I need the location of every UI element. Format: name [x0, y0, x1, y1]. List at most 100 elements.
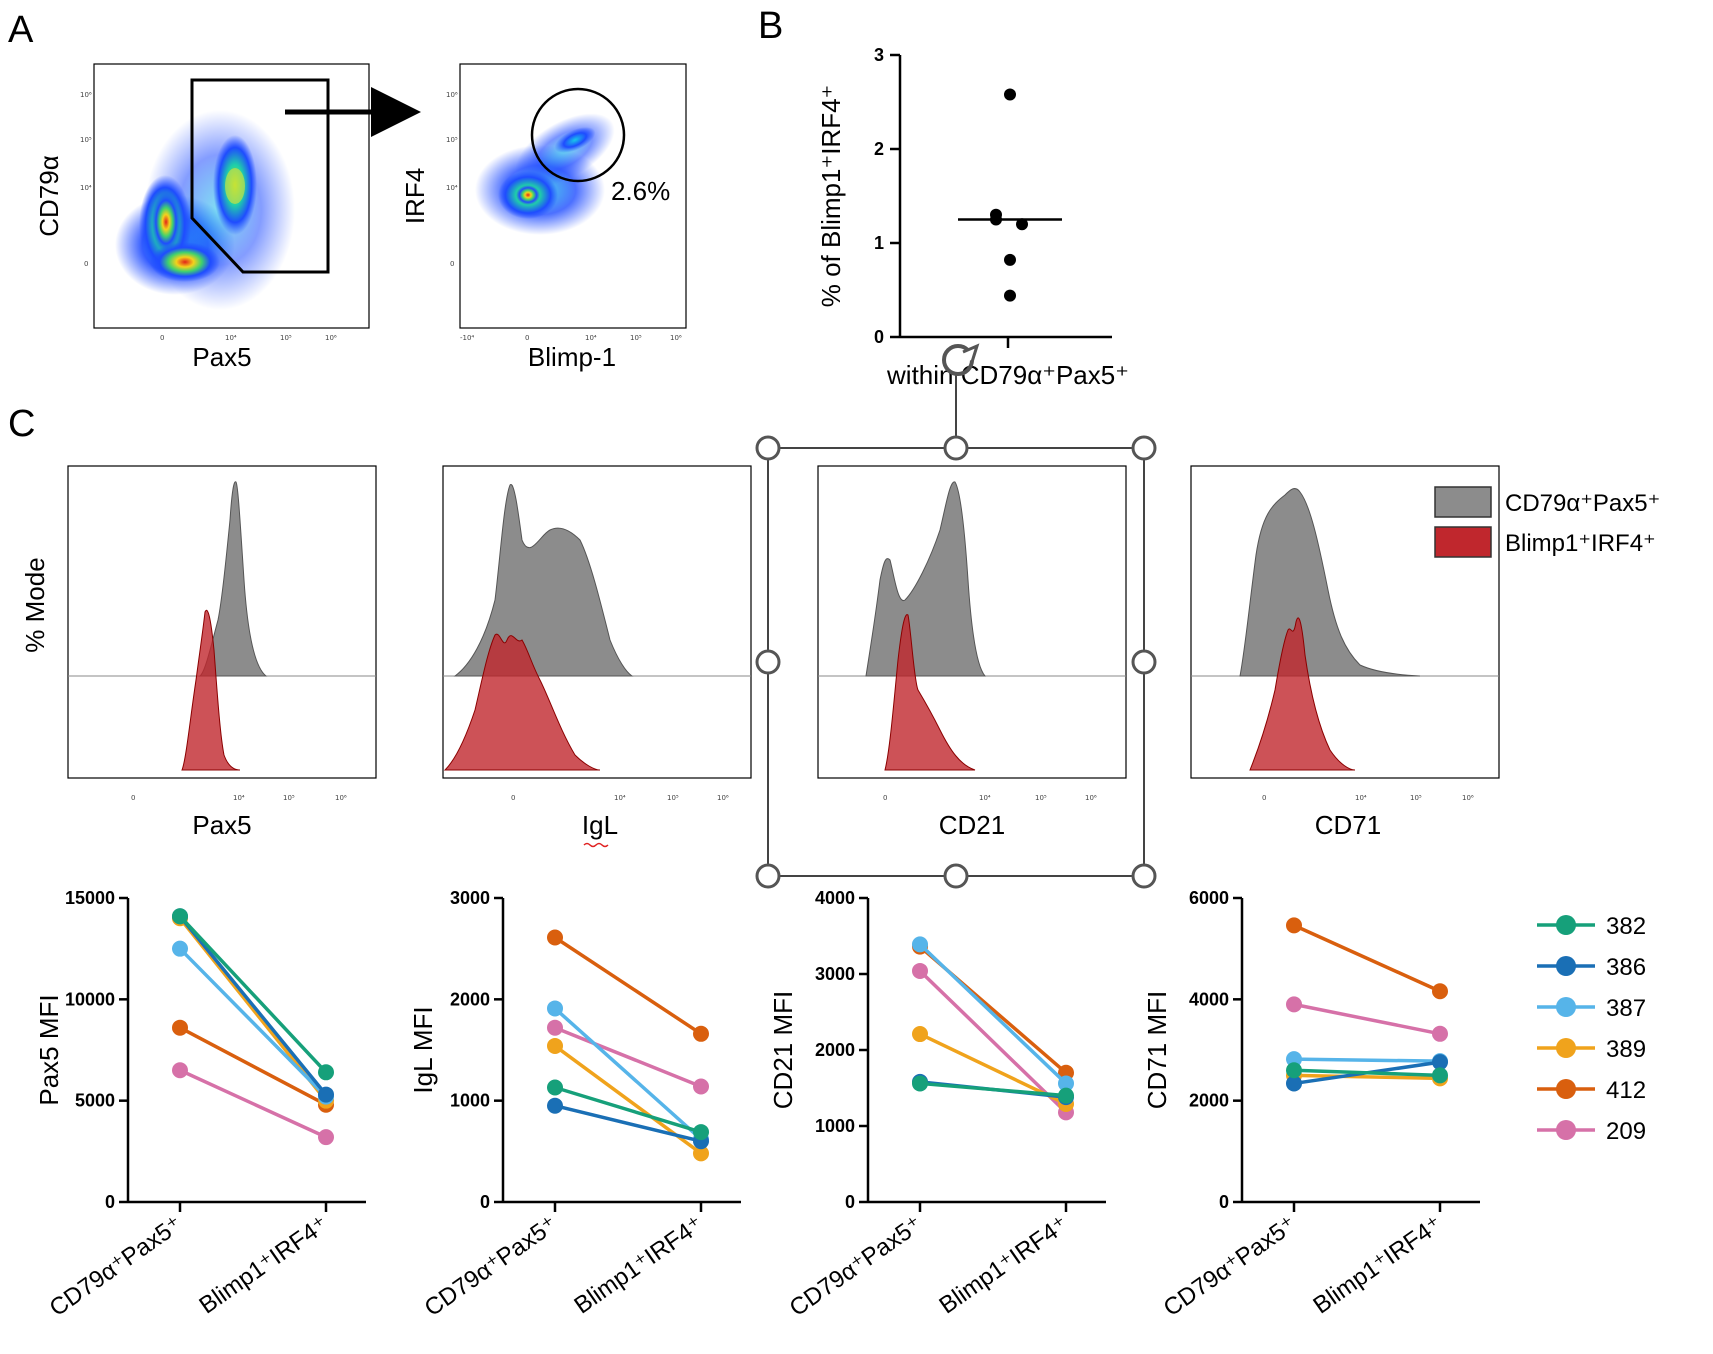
histogram-pax5: Pax5 0 10⁴ 10⁵ 10⁶ [67, 465, 377, 840]
series-line-382 [178, 915, 328, 1074]
x-category-label: CD79α⁺Pax5⁺ [1159, 1211, 1302, 1322]
tick-label: 0 [160, 334, 164, 342]
legend-label-386: 386 [1606, 954, 1646, 981]
x-category-label: Blimp1⁺IRF4⁺ [1309, 1211, 1448, 1320]
legend-marker-412 [1556, 1079, 1576, 1099]
series-point-412 [693, 1025, 709, 1042]
series-point-387 [1286, 1051, 1302, 1068]
x-category-label: CD79α⁺Pax5⁺ [785, 1211, 928, 1322]
tick-label: 10⁴ [446, 184, 458, 192]
series-point-389 [693, 1145, 709, 1162]
histogram-red-fill [181, 609, 241, 771]
series-point-382 [1432, 1067, 1448, 1084]
series-point-386 [1286, 1075, 1302, 1092]
tick-label: 10⁶ [1462, 794, 1474, 802]
resize-handle-se[interactable] [1131, 863, 1157, 889]
resize-handle-w[interactable] [755, 649, 781, 675]
tick-label: 10⁴ [614, 794, 626, 802]
series-line-389 [1293, 1073, 1441, 1081]
tick-label: 10⁴ [1355, 794, 1367, 802]
x-category-label: Blimp1⁺IRF4⁺ [570, 1211, 709, 1320]
y-tick-label: 1 [874, 233, 884, 253]
legend-swatch-red [1434, 526, 1492, 558]
tick-label: 10⁶ [670, 334, 682, 342]
tick-label: 10⁶ [325, 334, 337, 342]
series-point-387 [912, 936, 928, 953]
series-point-386 [318, 1086, 334, 1103]
series-line-382 [1293, 1068, 1441, 1078]
density-cloud-1 [115, 110, 295, 310]
series-point-209 [912, 962, 928, 979]
density-cloud-2 [475, 113, 615, 235]
donor-legend: 382 386 387 389 412 209 [1537, 913, 1646, 1145]
tick-label: 10⁵ [630, 334, 642, 342]
y-tick-label: 2000 [1189, 1091, 1229, 1111]
tick-label: 10⁴ [233, 794, 245, 802]
selection-overlay[interactable] [755, 343, 1157, 889]
series-line-209 [554, 1026, 702, 1089]
resize-handle-s[interactable] [943, 863, 969, 889]
resize-handle-e[interactable] [1131, 649, 1157, 675]
tick-label: 10⁶ [1085, 794, 1097, 802]
y-axis-title: CD21 MFI [768, 991, 798, 1109]
series-point-209 [547, 1019, 563, 1036]
legend-marker-389 [1556, 1038, 1576, 1058]
resize-handle-n[interactable] [943, 435, 969, 461]
series-point-412 [1432, 983, 1448, 1000]
series-point-387 [172, 940, 188, 957]
y-axis-title: Pax5 MFI [34, 994, 64, 1105]
y-tick-label: 0 [480, 1192, 490, 1212]
histogram-ylabel: % Mode [20, 557, 50, 652]
y-tick-label: 0 [845, 1192, 855, 1212]
spellcheck-underline [583, 842, 609, 848]
legend-label-209: 209 [1606, 1118, 1646, 1145]
resize-handle-ne[interactable] [1131, 435, 1157, 461]
resize-handle-nw[interactable] [755, 435, 781, 461]
series-point-209 [1432, 1025, 1448, 1042]
panel-letter-c: C [8, 403, 35, 445]
resize-handle-sw[interactable] [755, 863, 781, 889]
panel-b-scatter: % of Blimp1⁺IRF4⁺ within CD79α⁺Pax5⁺ 0 1 2… [816, 45, 1129, 390]
y-tick-label: 0 [874, 327, 884, 347]
tick-label: 0 [511, 794, 515, 802]
x-category-label: CD79α⁺Pax5⁺ [420, 1211, 563, 1322]
series-line-209 [1293, 1002, 1441, 1036]
tick-label: 10⁵ [667, 794, 679, 802]
histogram-xlabel: CD21 [939, 810, 1005, 840]
y-tick-label: 2000 [815, 1040, 855, 1060]
series-point-412 [547, 929, 563, 946]
panel-b-xlabel: within CD79α⁺Pax5⁺ [886, 360, 1129, 390]
data-point [1004, 289, 1016, 302]
y-tick-label: 4000 [815, 888, 855, 908]
rotate-handle-icon[interactable] [942, 343, 980, 376]
panel-letter-a: A [8, 9, 34, 51]
y-tick-label: 15000 [65, 888, 115, 908]
series-point-387 [547, 1000, 563, 1017]
series-line-382 [554, 1085, 702, 1134]
histogram-red-fill [884, 614, 976, 771]
line-chart-igl-mfi: 0 1000 2000 3000 CD79α⁺Pax5⁺ Blimp1⁺IRF4⁺ IgL … [408, 888, 741, 1322]
series-point-209 [1286, 996, 1302, 1013]
tick-label: 10⁵ [80, 136, 92, 144]
series-point-209 [172, 1062, 188, 1079]
tick-label: 10⁶ [335, 794, 347, 802]
line-chart-pax5-mfi: 0 5000 10000 15000 CD79α⁺Pax5⁺ Blimp1⁺IRF4⁺ Pa… [34, 888, 366, 1322]
y-tick-label: 0 [105, 1192, 115, 1212]
tick-label: 10⁵ [1410, 794, 1422, 802]
series-point-382 [172, 908, 188, 925]
line-chart-cd71-mfi: 0 2000 4000 6000 CD79α⁺Pax5⁺ Blimp1⁺IRF4⁺ CD71… [1142, 888, 1480, 1322]
series-point-386 [1432, 1054, 1448, 1071]
legend-label: Blimp1⁺IRF4⁺ [1505, 530, 1656, 557]
legend-label-412: 412 [1606, 1077, 1646, 1104]
histogram-red-fill [443, 633, 601, 771]
series-point-389 [547, 1037, 563, 1054]
tick-label: 0 [883, 794, 887, 802]
tick-label: 10⁴ [979, 794, 991, 802]
y-tick-label: 3000 [450, 888, 490, 908]
legend-label-387: 387 [1606, 995, 1646, 1022]
series-line-386 [554, 1104, 702, 1143]
histogram-red-fill [1249, 617, 1356, 771]
tick-label: 10⁵ [1035, 794, 1047, 802]
series-line-412 [179, 1026, 327, 1107]
legend-label-382: 382 [1606, 913, 1646, 940]
